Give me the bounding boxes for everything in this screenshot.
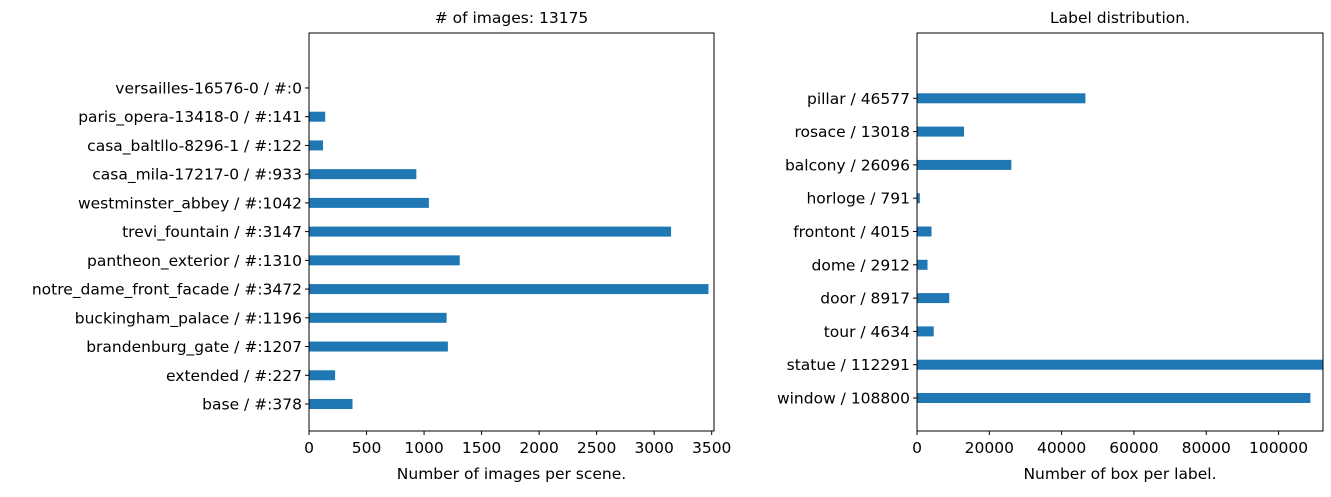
bar (309, 341, 448, 352)
y-tick-label: trevi_fountain / #:3147 (122, 223, 302, 242)
bar (917, 93, 1086, 104)
x-tick-label: 3500 (692, 439, 731, 457)
bar (917, 193, 920, 204)
x-tick-label: 40000 (1037, 439, 1086, 457)
y-tick-label: versailles-16576-0 / #:0 (115, 79, 302, 97)
bar (309, 169, 417, 180)
y-tick-label: tour / 4634 (824, 323, 910, 341)
x-tick-label: 1500 (462, 439, 501, 457)
y-tick-label: pantheon_exterior / #:1310 (87, 252, 302, 271)
scene-images-chart: base / #:378 extended / #:227 brandenburg_… (32, 9, 732, 483)
y-tick-label: notre_dame_front_facade / #:3472 (32, 281, 302, 300)
y-tick-label: brandenburg_gate / #:1207 (86, 338, 302, 357)
bar (309, 111, 326, 122)
x-tick-label: 100000 (1249, 439, 1308, 457)
label-distribution-chart: window / 108800 statue / 112291 tour / 463… (777, 9, 1324, 483)
bar (309, 255, 460, 266)
x-tick-label: 2000 (519, 439, 558, 457)
bar (309, 140, 324, 151)
y-tick-label: paris_opera-13418-0 / #:141 (78, 108, 302, 127)
y-tick-label: casa_mila-17217-0 / #:933 (92, 166, 302, 185)
bar (309, 399, 353, 409)
y-tick-label: buckingham_palace / #:1196 (75, 309, 302, 328)
bar (917, 126, 965, 137)
bar (309, 312, 447, 323)
x-axis-label: Number of box per label. (1023, 465, 1216, 483)
plot-frame (308, 32, 715, 432)
x-tick-label: 0 (912, 439, 922, 457)
x-tick-label: 80000 (1182, 439, 1231, 457)
chart-title: Label distribution. (1050, 9, 1190, 27)
y-tick-label: door / 8917 (820, 290, 910, 308)
x-tick-label: 2500 (577, 439, 616, 457)
x-axis-label: Number of images per scene. (397, 465, 626, 483)
x-tick-label: 20000 (965, 439, 1014, 457)
bar (309, 284, 709, 295)
bar (917, 393, 1311, 403)
bar (309, 197, 429, 208)
bar (917, 226, 932, 237)
plot-frame (916, 32, 1324, 432)
y-tick-label: casa_baltllo-8296-1 / #:122 (87, 137, 302, 156)
bar (309, 370, 336, 381)
x-tick-label: 3000 (634, 439, 673, 457)
y-tick-label: frontont / 4015 (793, 223, 910, 241)
bar (917, 326, 934, 337)
bar (917, 359, 1323, 370)
bar (917, 159, 1012, 170)
x-tick-label: 0 (304, 439, 314, 457)
y-tick-label: rosace / 13018 (794, 123, 910, 141)
y-tick-label: balcony / 26096 (785, 156, 910, 174)
chart-title: # of images: 13175 (435, 9, 589, 27)
y-tick-label: window / 108800 (777, 390, 910, 408)
y-tick-label: pillar / 46577 (807, 90, 910, 108)
bar (917, 293, 950, 304)
y-tick-label: dome / 2912 (812, 256, 910, 274)
x-tick-label: 1000 (404, 439, 443, 457)
bar (917, 259, 928, 270)
x-tick-label: 500 (352, 439, 382, 457)
y-tick-label: westminster_abbey / #:1042 (78, 194, 302, 213)
y-tick-label: base / #:378 (202, 396, 302, 414)
y-tick-label: statue / 112291 (787, 356, 910, 374)
x-tick-label: 60000 (1109, 439, 1158, 457)
bar (309, 226, 672, 237)
y-tick-label: extended / #:227 (166, 367, 302, 385)
y-tick-label: horloge / 791 (806, 190, 910, 208)
